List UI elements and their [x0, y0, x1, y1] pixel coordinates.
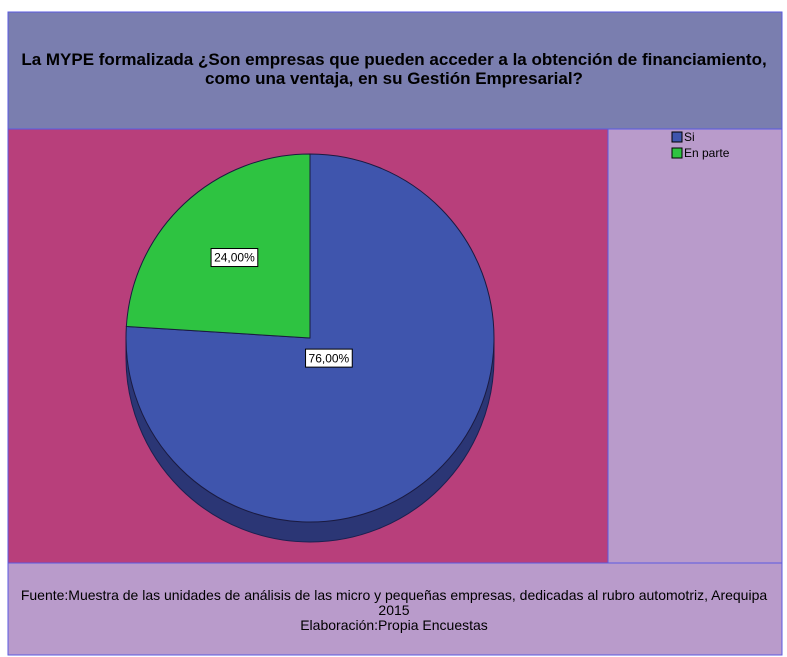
- title-band: [7, 11, 783, 130]
- credit-note: Elaboración:Propia Encuestas: [300, 617, 488, 633]
- data-label: 76,00%: [309, 351, 350, 365]
- chart-title: La MYPE formalizada ¿Son empresas que pu…: [21, 50, 767, 88]
- source-note: Fuente:Muestra de las unidades de anális…: [20, 587, 768, 618]
- data-label: 24,00%: [214, 251, 255, 265]
- legend-swatch: [671, 147, 683, 159]
- data-label-box: [305, 348, 353, 368]
- pie-slice: [125, 153, 311, 339]
- legend-swatch: [671, 131, 683, 143]
- legend-label: En parte: [684, 146, 730, 160]
- legend-label: Si: [684, 130, 695, 144]
- footer-band: [7, 562, 783, 656]
- legend-area: [607, 128, 783, 564]
- footer: Fuente:Muestra de las unidades de anális…: [8, 588, 780, 633]
- pie-slice: [125, 153, 495, 523]
- data-label-box: [210, 248, 259, 268]
